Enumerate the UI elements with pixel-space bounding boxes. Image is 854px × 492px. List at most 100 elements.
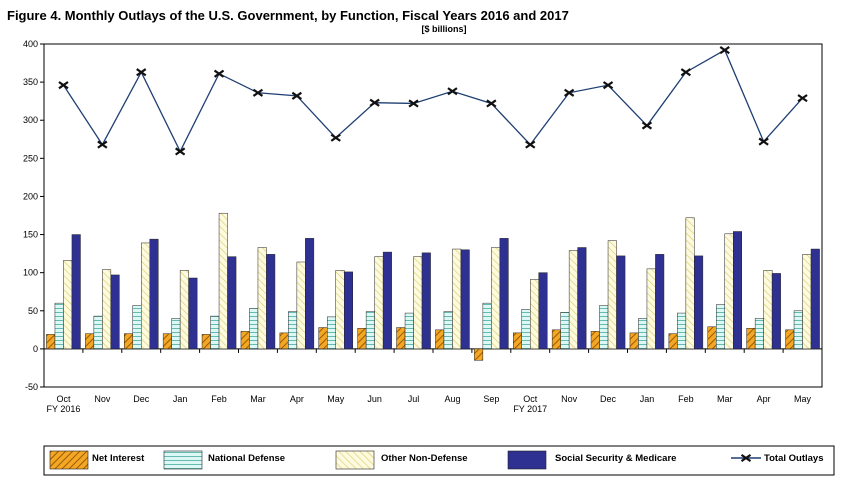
bar-net-interest xyxy=(85,333,95,350)
legend-item-total-outlays: Total Outlays xyxy=(731,453,823,464)
y-tick-label: 350 xyxy=(23,77,38,87)
y-tick-label: 150 xyxy=(23,230,38,240)
legend-label: National Defense xyxy=(208,453,285,464)
bar-national-defense xyxy=(54,302,64,350)
x-tick-label: May xyxy=(794,394,812,404)
x-tick-label: Apr xyxy=(290,394,304,404)
legend-swatch xyxy=(335,450,375,470)
bar-national-defense xyxy=(365,311,375,350)
bar-other-non-defense xyxy=(763,270,773,350)
bar-social-security-medicare xyxy=(499,238,509,350)
x-tick-label: Jan xyxy=(173,394,188,404)
bar-net-interest xyxy=(396,327,406,350)
bar-social-security-medicare xyxy=(538,272,548,350)
bar-social-security-medicare xyxy=(616,255,626,350)
chart-title: Figure 4. Monthly Outlays of the U.S. Go… xyxy=(7,8,569,23)
legend-swatch xyxy=(163,450,203,470)
bar-net-interest xyxy=(357,328,367,350)
bar-net-interest xyxy=(240,331,250,350)
x-tick-label: Sep xyxy=(483,394,499,404)
total-outlays-point xyxy=(291,91,302,100)
total-outlays-point xyxy=(97,140,108,149)
x-tick-label: Oct xyxy=(523,394,538,404)
legend-label: Social Security & Medicare xyxy=(555,453,676,464)
bar-national-defense xyxy=(210,315,220,350)
bar-social-security-medicare xyxy=(110,274,120,350)
bar-social-security-medicare xyxy=(733,231,742,350)
bar-net-interest xyxy=(162,333,172,350)
bar-other-non-defense xyxy=(335,270,345,350)
bar-other-non-defense xyxy=(724,233,734,350)
x-tick-label: Apr xyxy=(757,394,771,404)
bar-net-interest xyxy=(513,332,522,350)
bar-social-security-medicare xyxy=(149,238,159,350)
legend-swatch xyxy=(507,450,547,470)
total-outlays-point xyxy=(408,99,419,108)
x-axis: Oct Nov Dec Jan Feb Mar Apr May Jun Jul Aug Sep Oct N… xyxy=(44,348,822,414)
bar-other-non-defense xyxy=(257,247,267,350)
total-outlays-point xyxy=(758,137,769,146)
total-outlays-point xyxy=(58,81,69,90)
legend-box xyxy=(43,445,835,476)
bar-net-interest xyxy=(201,334,211,350)
bar-social-security-medicare xyxy=(460,249,470,350)
bar-series xyxy=(46,212,820,361)
bar-other-non-defense xyxy=(646,268,656,350)
bar-social-security-medicare xyxy=(810,248,820,350)
legend-swatch xyxy=(49,450,89,470)
bar-national-defense xyxy=(599,305,609,350)
total-outlays-point xyxy=(680,68,691,77)
x-tick-label: Dec xyxy=(133,394,150,404)
bar-net-interest xyxy=(474,348,484,361)
bar-national-defense xyxy=(249,308,259,350)
fiscal-year-label: FY 2017 xyxy=(513,404,547,414)
legend-item-social-security-medicare: Social Security & Medicare xyxy=(507,450,676,470)
bar-other-non-defense xyxy=(530,279,539,350)
legend-label: Other Non-Defense xyxy=(381,453,468,464)
bar-other-non-defense xyxy=(218,212,228,350)
legend-label: Total Outlays xyxy=(764,453,823,464)
bar-social-security-medicare xyxy=(382,251,392,350)
bar-net-interest xyxy=(551,329,561,350)
x-tick-label: Jun xyxy=(367,394,382,404)
y-tick-label: -50 xyxy=(25,382,38,392)
bar-social-security-medicare xyxy=(227,256,237,350)
bar-social-security-medicare xyxy=(577,247,587,350)
y-tick-label: 300 xyxy=(23,115,38,125)
total-outlays-point xyxy=(564,88,575,97)
total-outlays-point xyxy=(447,87,458,96)
bar-net-interest xyxy=(318,327,328,350)
total-outlays-point xyxy=(136,68,147,77)
bar-other-non-defense xyxy=(685,217,695,350)
legend-item-national-defense: National Defense xyxy=(163,450,285,470)
bar-net-interest xyxy=(124,333,133,350)
y-tick-label: 0 xyxy=(33,344,38,354)
bar-other-non-defense xyxy=(141,242,150,350)
bar-net-interest xyxy=(668,333,678,350)
bar-national-defense xyxy=(638,318,648,350)
y-tick-label: 250 xyxy=(23,153,38,163)
legend-item-net-interest: Net Interest xyxy=(49,450,145,470)
y-axis: -50 0 50 100 150 200 250 300 350 400 xyxy=(23,39,44,392)
x-tick-label: Feb xyxy=(211,394,227,404)
bar-national-defense xyxy=(677,312,687,350)
legend: Net Interest National Defense Other Non-De… xyxy=(49,450,823,470)
bar-net-interest xyxy=(629,332,639,350)
bar-other-non-defense xyxy=(413,256,423,350)
x-tick-label: May xyxy=(327,394,345,404)
x-tick-label: Dec xyxy=(600,394,617,404)
x-tick-label: Jan xyxy=(640,394,655,404)
bar-other-non-defense xyxy=(452,248,462,350)
bar-net-interest xyxy=(435,329,445,350)
bar-national-defense xyxy=(404,312,414,350)
total-outlays-point xyxy=(330,133,341,142)
bar-net-interest xyxy=(279,332,289,350)
bar-social-security-medicare xyxy=(188,277,198,350)
bar-other-non-defense xyxy=(568,250,578,350)
fiscal-year-label: FY 2016 xyxy=(47,404,81,414)
total-outlays-point xyxy=(369,98,380,107)
bar-other-non-defense xyxy=(374,256,384,350)
bar-other-non-defense xyxy=(102,269,112,350)
bar-other-non-defense xyxy=(802,254,812,350)
